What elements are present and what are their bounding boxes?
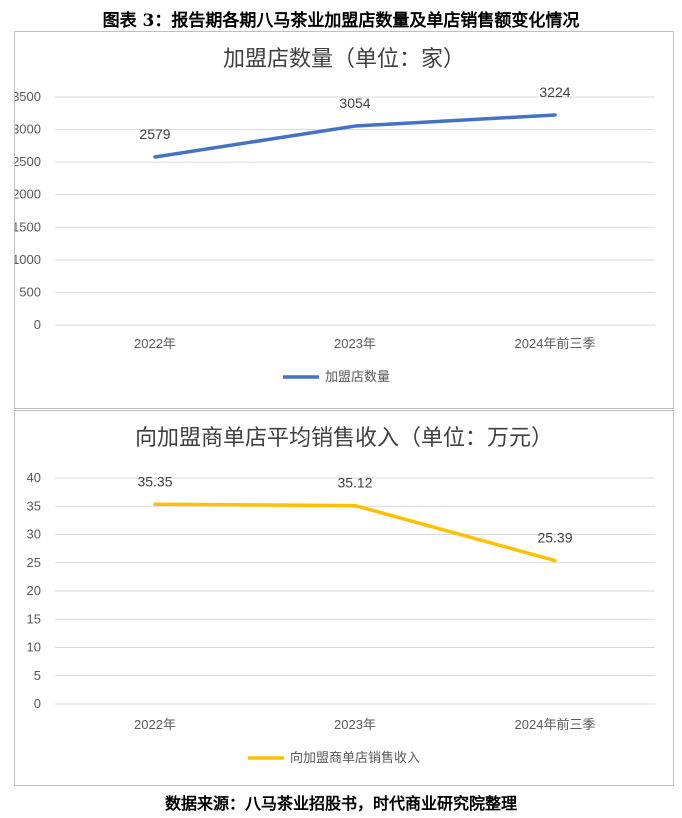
y-tick-label: 35 <box>27 498 41 513</box>
data-label: 35.12 <box>337 475 372 491</box>
y-tick-label: 25 <box>27 555 41 570</box>
y-tick-label: 3500 <box>15 89 41 104</box>
x-tick-label: 2022年 <box>134 336 176 351</box>
y-tick-label: 3000 <box>15 122 41 137</box>
y-tick-label: 2000 <box>15 187 41 202</box>
y-tick-label: 0 <box>34 696 41 711</box>
data-label: 3224 <box>539 84 570 100</box>
y-tick-label: 500 <box>19 284 41 299</box>
y-tick-label: 20 <box>27 583 41 598</box>
series-line <box>153 113 557 159</box>
data-source: 数据来源：八马茶业招股书，时代商业研究院整理 <box>164 794 517 813</box>
y-tick-label: 5 <box>34 668 41 683</box>
x-tick-label: 2023年 <box>334 336 376 351</box>
data-label: 2579 <box>139 126 170 142</box>
chart-svg: 向加盟商单店平均销售收入（单位：万元） 0 5 10 15 20 25 30 35 40 2022年… <box>27 426 655 766</box>
y-tick-label: 15 <box>27 611 41 626</box>
data-point <box>353 504 357 508</box>
data-point <box>353 124 357 128</box>
y-tick-label: 10 <box>27 640 41 655</box>
data-label: 25.39 <box>537 530 572 546</box>
chart-title: 加盟店数量（单位：家） <box>223 47 465 72</box>
figure-title: 图表 3：报告期各期八马茶业加盟店数量及单店销售额变化情况 <box>102 11 580 31</box>
data-point <box>153 502 157 506</box>
chart-svg: 加盟店数量（单位：家） 0 500 1000 1500 2000 2500 3000 3500 2… <box>15 47 655 385</box>
x-tick-label: 2023年 <box>334 717 376 732</box>
data-label: 3054 <box>339 95 370 111</box>
data-point <box>553 113 557 117</box>
x-tick-label: 2024年前三季 <box>515 336 596 351</box>
data-point <box>553 559 557 563</box>
x-tick-label: 2022年 <box>134 717 176 732</box>
data-point <box>153 155 157 159</box>
y-tick-label: 30 <box>27 527 41 542</box>
series-line <box>153 502 557 563</box>
y-tick-label: 1000 <box>15 252 41 267</box>
data-label: 35.35 <box>137 473 172 489</box>
franchise-store-count-chart: 加盟店数量（单位：家） 0 500 1000 1500 2000 2500 3000 3500 2… <box>14 31 674 409</box>
x-tick-label: 2024年前三季 <box>515 717 596 732</box>
legend-label: 向加盟商单店销售收入 <box>290 750 420 766</box>
chart-title: 向加盟商单店平均销售收入（单位：万元） <box>135 426 553 451</box>
legend-label: 加盟店数量 <box>325 370 390 385</box>
y-tick-label: 40 <box>27 470 41 485</box>
y-tick-label: 0 <box>34 317 41 332</box>
avg-store-revenue-chart: 向加盟商单店平均销售收入（单位：万元） 0 5 10 15 20 25 30 35 40 2022年… <box>14 410 674 786</box>
y-tick-label: 1500 <box>15 219 41 234</box>
y-tick-label: 2500 <box>15 154 41 169</box>
